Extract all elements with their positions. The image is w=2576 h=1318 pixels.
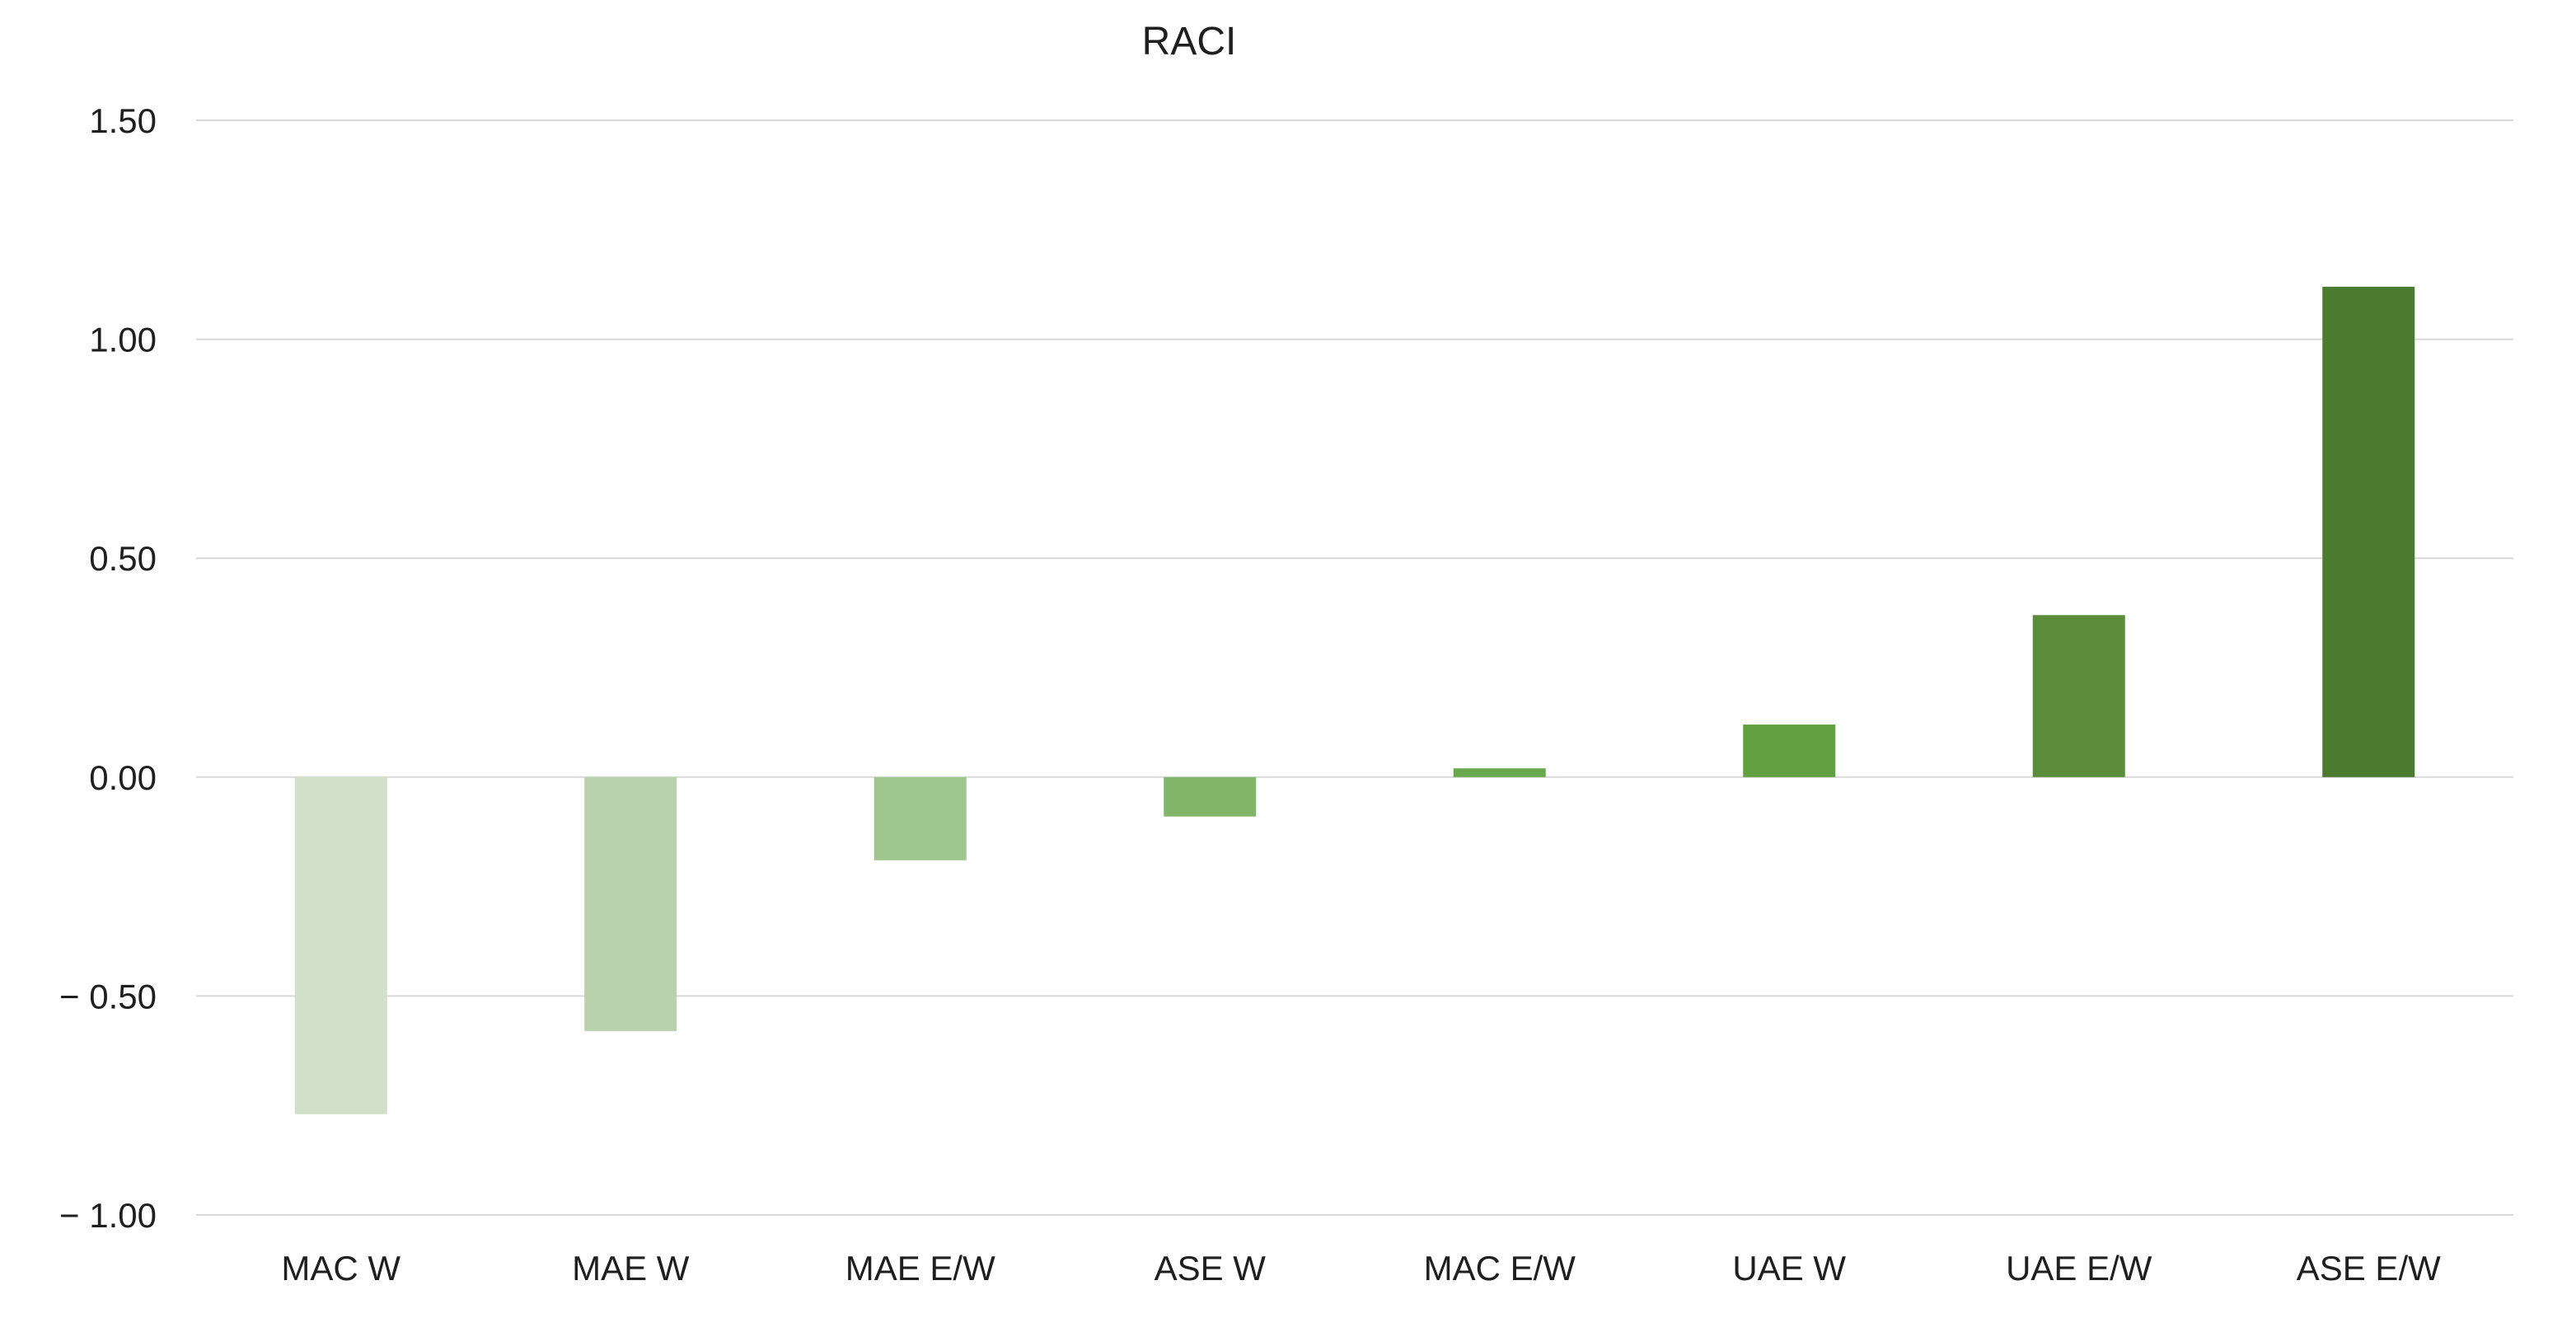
x-category-label: MAC E/W xyxy=(1424,1249,1576,1288)
x-axis-category-labels: MAC W MAE W MAE E/W ASE W MAC E/W UAE W UAE E/… xyxy=(281,1249,2441,1288)
bar-mae-w xyxy=(584,776,677,1031)
bar-uae-w xyxy=(1743,725,1836,777)
x-category-label: MAE E/W xyxy=(845,1249,995,1288)
y-tick-label: 1.50 xyxy=(89,101,157,140)
y-axis-tick-labels: 1.50 1.00 0.50 0.00 − 0.50 − 1.00 xyxy=(59,101,157,1235)
bars xyxy=(294,286,2415,1114)
y-tick-label: 0.00 xyxy=(89,758,157,797)
y-tick-label: 1.00 xyxy=(89,321,157,359)
bar-uae-e-w xyxy=(2032,615,2125,777)
x-category-label: MAC W xyxy=(281,1249,400,1288)
bar-ase-e-w xyxy=(2322,286,2415,777)
y-tick-label: − 0.50 xyxy=(59,977,157,1015)
chart-title: RACI xyxy=(1142,20,1237,63)
bar-mac-w xyxy=(294,776,387,1114)
y-tick-label: 0.50 xyxy=(89,539,157,578)
gridlines xyxy=(196,120,2513,1216)
bar-mae-e-w xyxy=(873,776,967,861)
x-category-label: ASE W xyxy=(1155,1249,1267,1288)
x-category-label: UAE W xyxy=(1732,1249,1846,1288)
bar-mac-e-w xyxy=(1453,768,1546,777)
bar-ase-w xyxy=(1164,776,1257,817)
x-category-label: UAE E/W xyxy=(2006,1249,2152,1288)
x-category-label: MAE W xyxy=(572,1249,690,1288)
x-category-label: ASE E/W xyxy=(2297,1249,2441,1288)
y-tick-label: − 1.00 xyxy=(59,1196,157,1235)
